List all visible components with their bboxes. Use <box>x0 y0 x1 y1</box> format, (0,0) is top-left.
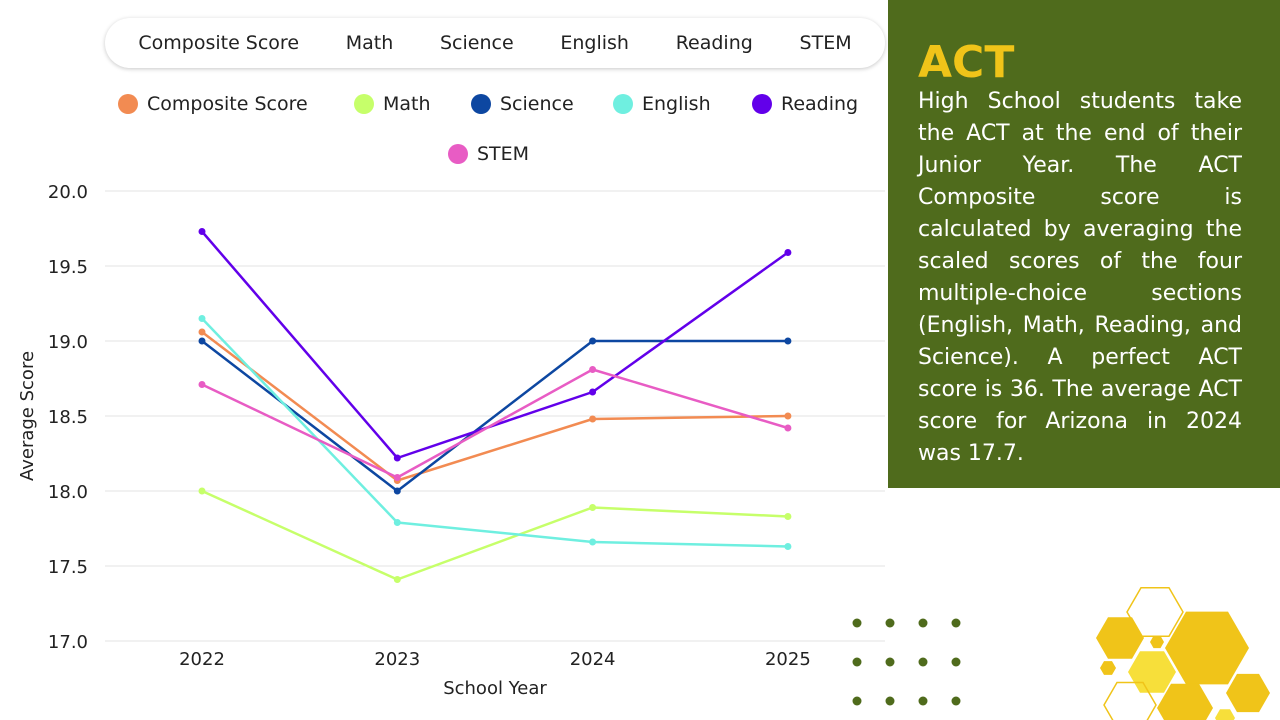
hexagon-shape <box>1128 651 1176 693</box>
data-point-math <box>589 504 597 511</box>
decorative-dot <box>918 696 928 706</box>
data-point-composite-score <box>784 412 792 420</box>
data-point-english <box>784 543 792 550</box>
hexagon-shape <box>1215 709 1235 720</box>
hexagon-shape <box>1226 673 1270 713</box>
y-tick-label: 18.0 <box>48 482 88 503</box>
decorative-dot <box>918 618 928 628</box>
decorative-dot <box>885 657 895 667</box>
y-tick-label: 19.5 <box>48 257 88 278</box>
legend-label-reading: Reading <box>781 93 858 115</box>
data-point-science <box>589 337 597 345</box>
series-line-science <box>201 339 788 493</box>
x-tick-label: 2023 <box>374 649 420 670</box>
y-tick-label: 17.0 <box>48 632 88 653</box>
y-tick-label: 19.0 <box>48 332 88 353</box>
hexagon-shape <box>1165 611 1249 685</box>
legend-label-composite-score: Composite Score <box>147 93 308 115</box>
series-line-english <box>201 317 788 548</box>
tab-english[interactable]: English <box>560 32 629 54</box>
decorative-dot <box>852 618 862 628</box>
data-point-reading <box>784 249 792 256</box>
x-axis-title: School Year <box>443 678 547 699</box>
series-line-reading <box>201 230 789 460</box>
hexagon-shape <box>1150 635 1164 649</box>
legend-marker-science <box>471 94 491 114</box>
legend-label-english: English <box>642 93 711 115</box>
data-point-stem <box>198 381 206 388</box>
legend-label-math: Math <box>383 93 431 115</box>
data-point-stem <box>589 366 597 373</box>
decorative-dot <box>852 657 862 667</box>
hexagon-shape <box>1096 617 1144 659</box>
legend-label-science: Science <box>500 93 574 115</box>
legend-label-stem: STEM <box>477 143 529 165</box>
y-tick-label: 17.5 <box>48 557 88 578</box>
decorative-dot <box>885 618 895 628</box>
hexagon-shape <box>1126 587 1184 637</box>
data-point-math <box>784 513 792 520</box>
data-point-science <box>393 487 401 495</box>
x-tick-label: 2024 <box>570 649 616 670</box>
decorative-dot <box>852 696 862 706</box>
data-point-composite-score <box>198 328 206 336</box>
data-point-science <box>198 337 206 345</box>
series-tab-bar: Composite Score Math Science English Reading… <box>105 18 885 68</box>
legend-marker-reading <box>752 94 772 114</box>
series-line-math <box>201 489 788 581</box>
legend-marker-stem <box>448 144 468 164</box>
data-point-reading <box>198 228 206 235</box>
data-point-english <box>589 538 597 546</box>
hexagon-shape <box>1103 681 1157 720</box>
tab-composite-score[interactable]: Composite Score <box>138 32 300 54</box>
decorative-dot <box>951 618 961 628</box>
panel-title: ACT <box>918 37 1015 88</box>
y-tick-label: 18.5 <box>48 407 88 428</box>
data-point-math <box>198 487 206 495</box>
series-line-composite-score <box>201 331 788 482</box>
legend-marker-math <box>354 94 374 114</box>
tab-math[interactable]: Math <box>345 32 394 54</box>
x-tick-label: 2025 <box>765 649 811 670</box>
decorative-dot <box>951 657 961 667</box>
hexagon-shape <box>1157 683 1213 720</box>
x-tick-label: 2022 <box>179 649 225 670</box>
hexagon-shape <box>1100 661 1116 675</box>
data-point-stem <box>393 474 401 481</box>
data-point-composite-score <box>589 415 597 423</box>
y-axis-title: Average Score <box>17 351 38 481</box>
data-point-reading <box>589 388 597 396</box>
dot-grid-decoration <box>852 618 961 706</box>
data-point-english <box>393 519 401 526</box>
legend-marker-composite-score <box>118 94 138 114</box>
decorative-dot <box>918 657 928 667</box>
decorative-dot <box>885 696 895 706</box>
tab-stem[interactable]: STEM <box>799 32 852 54</box>
honeycomb-decoration <box>1096 587 1270 720</box>
info-panel: ACT High School students take the ACT at… <box>888 0 1280 488</box>
data-point-science <box>784 337 792 345</box>
data-point-math <box>393 576 401 583</box>
decorative-dot <box>951 696 961 706</box>
data-point-english <box>198 315 206 322</box>
data-point-stem <box>784 424 792 432</box>
data-point-reading <box>393 454 401 462</box>
tab-reading[interactable]: Reading <box>675 32 753 54</box>
tab-science[interactable]: Science <box>439 32 514 54</box>
panel-description: High School students take the ACT at the… <box>918 89 1242 466</box>
line-chart: 17.0 17.5 18.0 18.5 19.0 19.5 20.0 2022 2023 2024… <box>17 93 885 699</box>
legend-marker-english <box>613 94 633 114</box>
y-tick-label: 20.0 <box>48 182 88 203</box>
series-line-stem <box>201 368 789 479</box>
